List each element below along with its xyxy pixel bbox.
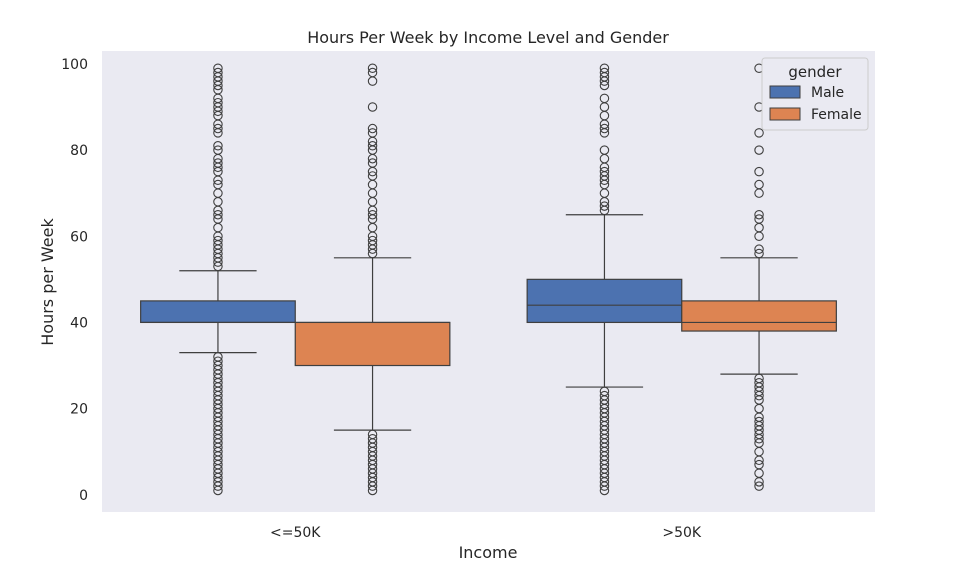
- x-axis-title: Income: [459, 543, 518, 562]
- outlier-point: [754, 377, 764, 388]
- outlier-point: [599, 67, 610, 78]
- outlier-point: [367, 102, 378, 112]
- outlier-point: [599, 166, 610, 177]
- legend-title: gender: [788, 63, 842, 81]
- box-male-high-income: [526, 63, 683, 496]
- plot-area: [102, 51, 875, 512]
- outlier-point: [367, 429, 378, 440]
- outlier-point: [599, 386, 610, 397]
- outlier-point: [367, 128, 378, 138]
- outlier-point: [213, 145, 223, 155]
- chart-title: Hours Per Week by Income Level and Gende…: [307, 28, 669, 47]
- y-tick-label: 40: [70, 315, 88, 331]
- outlier-point: [599, 93, 610, 104]
- box-groups: [140, 63, 837, 496]
- outlier-point: [213, 141, 223, 151]
- iqr-box: [681, 300, 837, 332]
- outlier-point: [599, 63, 610, 73]
- outlier-point: [213, 179, 223, 190]
- outlier-point: [599, 145, 610, 155]
- iqr-box: [526, 278, 683, 324]
- box-female-low-income: [294, 63, 451, 496]
- outlier-point: [213, 123, 223, 134]
- outlier-point: [754, 166, 764, 177]
- legend-label-male: Male: [811, 85, 844, 101]
- outlier-point: [754, 416, 764, 427]
- y-tick-label: 0: [79, 488, 88, 504]
- legend-label-female: Female: [811, 107, 862, 123]
- outlier-point: [754, 244, 764, 254]
- y-axis-title: Hours per Week: [38, 218, 57, 346]
- outlier-point: [213, 352, 223, 362]
- outlier-point: [367, 235, 378, 246]
- outlier-point: [754, 128, 764, 138]
- outlier-point: [754, 459, 764, 470]
- outlier-point: [213, 209, 223, 220]
- outlier-point: [213, 67, 223, 78]
- outlier-point: [754, 248, 764, 259]
- y-tick-label: 80: [70, 143, 88, 159]
- outlier-point: [754, 373, 764, 384]
- outlier-point: [213, 97, 223, 108]
- outlier-point: [754, 214, 764, 224]
- outlier-point: [213, 356, 223, 366]
- iqr-box: [294, 321, 451, 367]
- outlier-point: [367, 141, 378, 151]
- outlier-point: [367, 171, 378, 181]
- outlier-point: [754, 481, 764, 491]
- outlier-point: [367, 434, 378, 444]
- outlier-point: [367, 209, 378, 220]
- legend-swatch-female: [769, 107, 801, 121]
- x-tick-label: <=50K: [270, 525, 321, 541]
- outlier-point: [367, 67, 378, 78]
- outlier-point: [599, 201, 610, 211]
- x-axis: <=50K >50K: [270, 525, 702, 541]
- outlier-point: [599, 390, 610, 401]
- y-axis: 0 20 40 60 80 100: [61, 57, 88, 504]
- outlier-point: [754, 209, 764, 220]
- iqr-box: [140, 300, 296, 324]
- box-female-high-income: [681, 63, 837, 491]
- outlier-point: [754, 145, 764, 155]
- outlier-point: [367, 63, 378, 73]
- outlier-point: [754, 179, 764, 190]
- outlier-point: [213, 235, 223, 246]
- y-tick-label: 20: [70, 402, 88, 418]
- outlier-point: [367, 158, 378, 168]
- legend: gender Male Female: [761, 57, 869, 131]
- outlier-point: [213, 63, 223, 73]
- box-male-low-income: [140, 63, 296, 496]
- y-tick-label: 60: [70, 229, 88, 245]
- outlier-point: [599, 123, 610, 134]
- outlier-point: [367, 123, 378, 134]
- y-tick-label: 100: [61, 57, 88, 73]
- legend-swatch-male: [769, 85, 801, 99]
- outlier-point: [213, 158, 223, 168]
- x-tick-label: >50K: [662, 525, 702, 541]
